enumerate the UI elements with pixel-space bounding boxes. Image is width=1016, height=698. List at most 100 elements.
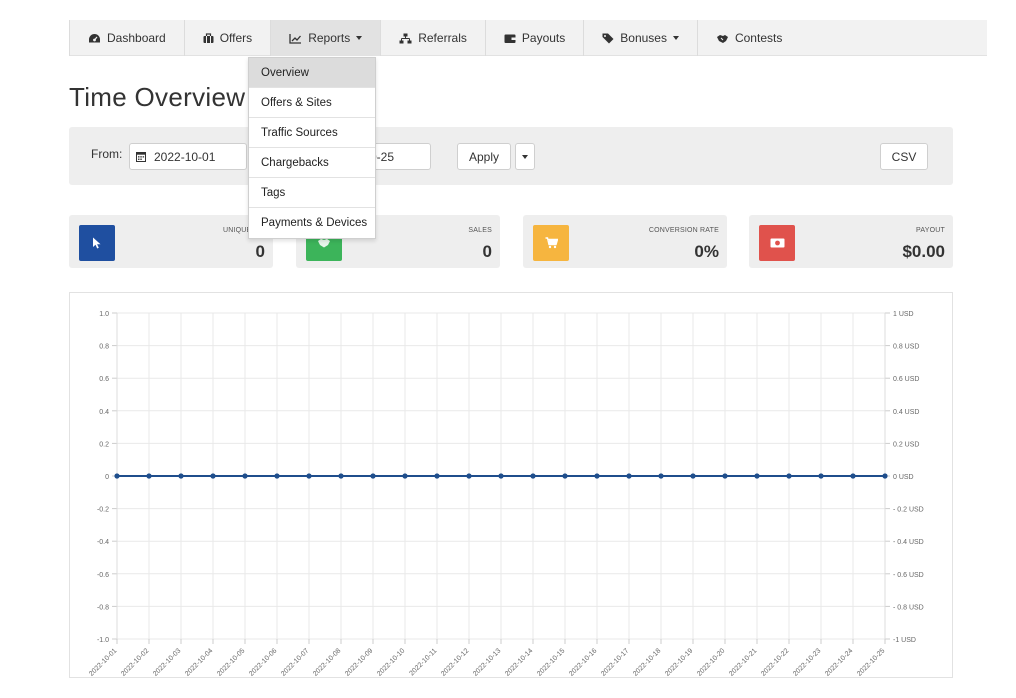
menu-item-offers-sites[interactable]: Offers & Sites xyxy=(249,88,375,118)
x-tick-label: 2022-10-19 xyxy=(664,647,694,677)
data-point xyxy=(498,473,504,479)
x-tick-label: 2022-10-22 xyxy=(760,647,790,677)
x-tick-label: 2022-10-08 xyxy=(312,647,342,677)
time-overview-chart: 1.0 1 USD 0.8 0.8 USD 0.6 0.6 USD 0.4 0.4 USD 0.… xyxy=(69,292,953,678)
line-chart: 1.0 1 USD 0.8 0.8 USD 0.6 0.6 USD 0.4 0.4 USD 0.… xyxy=(88,311,924,678)
apply-button[interactable]: Apply xyxy=(457,143,511,170)
data-point xyxy=(626,473,632,479)
chevron-down-icon xyxy=(672,36,679,40)
data-point xyxy=(306,473,312,479)
x-tick-label: 2022-10-10 xyxy=(376,647,406,677)
chevron-down-icon xyxy=(356,36,363,40)
y-tick-label-left: -0.6 xyxy=(97,572,109,579)
calendar-icon xyxy=(136,152,146,162)
data-point xyxy=(530,473,536,479)
nav-payouts[interactable]: Payouts xyxy=(486,20,585,56)
top-navbar: Dashboard Offers Reports Referrals Payou… xyxy=(69,20,987,56)
stat-label: SALES xyxy=(468,227,492,234)
from-date-input[interactable]: 2022-10-01 xyxy=(129,143,247,170)
date-filter-bar: From: 2022-10-01 0-25 Apply CSV xyxy=(69,127,953,185)
nav-reports[interactable]: Reports xyxy=(271,20,382,56)
nav-dashboard[interactable]: Dashboard xyxy=(69,20,185,56)
nav-offers-label: Offers xyxy=(219,31,253,45)
to-date-input[interactable]: 0-25 xyxy=(363,143,431,170)
chart-line-icon xyxy=(289,33,302,44)
nav-dashboard-label: Dashboard xyxy=(107,31,166,45)
data-point xyxy=(722,473,728,479)
data-point xyxy=(434,473,440,479)
y-tick-label-left: 0.2 xyxy=(99,441,109,448)
x-tick-label: 2022-10-13 xyxy=(472,647,502,677)
menu-item-tags[interactable]: Tags xyxy=(249,178,375,208)
y-tick-label-right: - 0.2 USD xyxy=(893,507,924,514)
data-point xyxy=(242,473,248,479)
handshake-icon xyxy=(716,34,728,43)
stat-value: $0.00 xyxy=(902,242,945,261)
stat-card-payout: PAYOUT $0.00 xyxy=(749,215,953,268)
data-point xyxy=(594,473,600,479)
cart-icon xyxy=(533,225,569,261)
reports-dropdown-menu: Overview Offers & Sites Traffic Sources … xyxy=(248,57,376,239)
data-point xyxy=(562,473,568,479)
nav-contests[interactable]: Contests xyxy=(698,20,800,56)
menu-item-payments-devices[interactable]: Payments & Devices xyxy=(261,217,368,229)
data-point xyxy=(786,473,792,479)
data-point xyxy=(466,473,472,479)
data-point xyxy=(754,473,760,479)
apply-options-button[interactable] xyxy=(515,143,535,170)
y-tick-label-left: 0.4 xyxy=(99,409,109,416)
x-tick-label: 2022-10-20 xyxy=(696,647,726,677)
x-tick-label: 2022-10-21 xyxy=(728,647,758,677)
y-tick-label-right: 0.4 USD xyxy=(893,409,919,416)
x-tick-label: 2022-10-15 xyxy=(536,647,566,677)
y-tick-label-right: - 0.6 USD xyxy=(893,572,924,579)
y-tick-label-right: 0 USD xyxy=(893,474,914,481)
x-tick-label: 2022-10-25 xyxy=(856,647,886,677)
money-icon xyxy=(759,225,795,261)
nav-referrals[interactable]: Referrals xyxy=(381,20,486,56)
tag-icon xyxy=(602,33,614,43)
menu-item-traffic-sources[interactable]: Traffic Sources xyxy=(249,118,375,148)
stat-value: 0% xyxy=(694,242,719,261)
to-date-value: 0-25 xyxy=(370,149,395,164)
stat-value: 0 xyxy=(482,242,492,261)
sitemap-icon xyxy=(399,33,412,43)
data-point xyxy=(114,473,120,479)
y-tick-label-right: 0.8 USD xyxy=(893,344,919,351)
csv-export-button[interactable]: CSV xyxy=(880,143,928,170)
x-tick-label: 2022-10-06 xyxy=(248,647,278,677)
nav-offers[interactable]: Offers xyxy=(185,20,272,56)
wallet-icon xyxy=(504,34,516,43)
stat-card-unique-clicks: UNIQUE CLI 0 xyxy=(69,215,273,268)
data-point xyxy=(178,473,184,479)
x-tick-label: 2022-10-18 xyxy=(632,647,662,677)
y-tick-label-left: 0 xyxy=(105,474,109,481)
y-tick-label-left: 0.8 xyxy=(99,344,109,351)
x-tick-label: 2022-10-17 xyxy=(600,647,630,677)
nav-bonuses[interactable]: Bonuses xyxy=(584,20,698,56)
cursor-icon xyxy=(79,225,115,261)
stat-card-conversion-rate: CONVERSION RATE 0% xyxy=(523,215,727,268)
data-point xyxy=(338,473,344,479)
stat-value: 0 xyxy=(255,242,265,261)
data-point xyxy=(146,473,152,479)
data-point xyxy=(402,473,408,479)
data-point xyxy=(658,473,664,479)
x-tick-label: 2022-10-12 xyxy=(440,647,470,677)
x-tick-label: 2022-10-07 xyxy=(280,647,310,677)
y-tick-label-right: 0.6 USD xyxy=(893,376,919,383)
data-point xyxy=(370,473,376,479)
data-point xyxy=(210,473,216,479)
y-tick-label-left: -1.0 xyxy=(97,637,109,644)
x-tick-label: 2022-10-14 xyxy=(504,647,534,677)
menu-item-chargebacks[interactable]: Chargebacks xyxy=(249,148,375,178)
page-title: Time Overview xyxy=(69,82,246,112)
nav-contests-label: Contests xyxy=(734,31,783,45)
x-tick-label: 2022-10-02 xyxy=(120,647,150,677)
x-tick-label: 2022-10-03 xyxy=(152,647,182,677)
nav-payouts-label: Payouts xyxy=(521,31,566,45)
menu-item-overview[interactable]: Overview xyxy=(249,58,375,88)
stat-label: UNIQUE CLI xyxy=(222,227,265,234)
y-tick-label-left: -0.2 xyxy=(97,507,109,514)
y-tick-label-left: 1.0 xyxy=(99,311,109,318)
